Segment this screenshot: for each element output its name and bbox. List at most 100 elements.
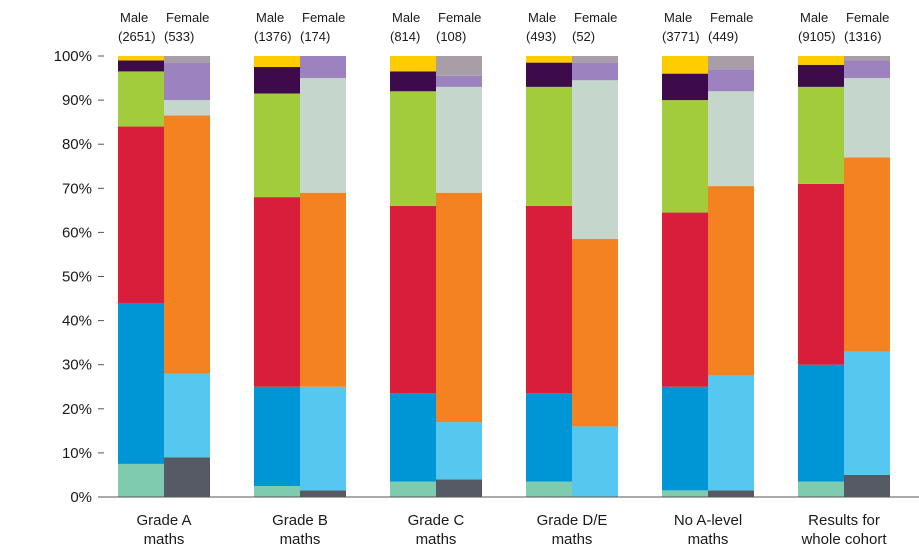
bar-segment bbox=[436, 86, 482, 193]
bar-segment bbox=[662, 73, 708, 101]
column-gender-label: Male bbox=[800, 10, 828, 25]
column-count-label: (3771) bbox=[662, 29, 700, 44]
column-count-label: (493) bbox=[526, 29, 556, 44]
bar-segment bbox=[572, 426, 618, 497]
y-tick-label: 70% bbox=[62, 180, 92, 197]
bar-segment bbox=[164, 457, 210, 497]
bar-segment bbox=[254, 197, 300, 387]
bar-segment bbox=[254, 56, 300, 68]
bar-segment bbox=[798, 64, 844, 87]
column-count-label: (449) bbox=[708, 29, 738, 44]
bar-area bbox=[118, 56, 890, 497]
bar-segment bbox=[300, 56, 346, 79]
bar-segment bbox=[300, 192, 346, 387]
category-label: Grade D/E bbox=[537, 512, 608, 529]
bar-segment bbox=[300, 490, 346, 497]
bar-segment bbox=[844, 474, 890, 497]
bar-segment bbox=[164, 62, 210, 101]
column-gender-label: Male bbox=[256, 10, 284, 25]
bar-segment bbox=[118, 126, 164, 303]
bar-segment bbox=[798, 481, 844, 497]
bar-segment bbox=[526, 86, 572, 206]
bar-segment bbox=[526, 205, 572, 394]
y-tick-label: 60% bbox=[62, 224, 92, 241]
category-label: Grade B bbox=[272, 512, 328, 529]
y-tick-label: 100% bbox=[54, 48, 92, 65]
bar-segment bbox=[390, 91, 436, 206]
category-label: Grade C bbox=[408, 512, 465, 529]
column-count-label: (2651) bbox=[118, 29, 156, 44]
column-gender-label: Male bbox=[664, 10, 692, 25]
category-label: Grade A bbox=[136, 512, 191, 529]
bar-segment bbox=[798, 364, 844, 482]
column-gender-label: Female bbox=[438, 10, 481, 25]
y-axis-ticks: 0% 10% 20% 30% 40% 50% 60% 70% 80% 90% 100% bbox=[54, 48, 104, 506]
bar-segment bbox=[390, 393, 436, 482]
column-count-label: (52) bbox=[572, 29, 595, 44]
bar-segment bbox=[572, 80, 618, 240]
bar-segment bbox=[390, 205, 436, 394]
bar-segment bbox=[708, 91, 754, 187]
bar-segment bbox=[436, 192, 482, 423]
bar-segment bbox=[526, 62, 572, 87]
column-count-label: (9105) bbox=[798, 29, 836, 44]
bar-segment bbox=[254, 67, 300, 94]
bar-segment bbox=[662, 100, 708, 213]
column-count-label: (533) bbox=[164, 29, 194, 44]
y-tick-label: 40% bbox=[62, 313, 92, 330]
bar-segment bbox=[572, 62, 618, 81]
bar-segment bbox=[118, 71, 164, 127]
category-label: maths bbox=[144, 531, 185, 548]
bar-segment bbox=[844, 60, 890, 79]
bar-segment bbox=[844, 351, 890, 475]
column-count-label: (174) bbox=[300, 29, 330, 44]
category-label: maths bbox=[416, 531, 457, 548]
bar-segment bbox=[844, 56, 890, 61]
bar-segment bbox=[300, 78, 346, 193]
bar-segment bbox=[118, 60, 164, 72]
column-count-label: (108) bbox=[436, 29, 466, 44]
bar-segment bbox=[708, 375, 754, 491]
column-gender-label: Male bbox=[528, 10, 556, 25]
column-gender-label: Female bbox=[302, 10, 345, 25]
y-tick-label: 50% bbox=[62, 269, 92, 286]
bar-segment bbox=[708, 56, 754, 70]
bar-segment bbox=[118, 302, 164, 464]
y-tick-label: 90% bbox=[62, 92, 92, 109]
y-tick-label: 30% bbox=[62, 357, 92, 374]
column-gender-label: Female bbox=[166, 10, 209, 25]
bar-segment bbox=[390, 71, 436, 92]
bar-segment bbox=[798, 56, 844, 65]
column-gender-label: Male bbox=[392, 10, 420, 25]
column-gender-label: Female bbox=[710, 10, 753, 25]
bar-segment bbox=[300, 386, 346, 491]
bar-segment bbox=[164, 373, 210, 458]
column-count-label: (814) bbox=[390, 29, 420, 44]
column-count-label: (1376) bbox=[254, 29, 292, 44]
y-tick-label: 20% bbox=[62, 401, 92, 418]
category-label: whole cohort bbox=[800, 531, 887, 548]
bar-segment bbox=[526, 56, 572, 63]
bar-segment bbox=[254, 386, 300, 486]
y-tick-label: 10% bbox=[62, 445, 92, 462]
bar-segment bbox=[798, 86, 844, 184]
category-labels: Grade A maths Grade B maths Grade C maths Grad… bbox=[136, 512, 887, 548]
y-tick-label: 80% bbox=[62, 136, 92, 153]
bar-segment bbox=[662, 490, 708, 497]
column-labels: Male (2651) Female (533) Male (1376) Female (17… bbox=[118, 10, 889, 44]
bar-segment bbox=[844, 157, 890, 352]
bar-segment bbox=[526, 481, 572, 497]
bar-segment bbox=[436, 422, 482, 480]
bar-segment bbox=[662, 56, 708, 74]
bar-segment bbox=[436, 75, 482, 87]
bar-segment bbox=[572, 56, 618, 63]
bar-segment bbox=[572, 239, 618, 427]
bar-segment bbox=[254, 485, 300, 497]
bar-segment bbox=[254, 93, 300, 198]
bar-segment bbox=[662, 212, 708, 387]
bar-segment bbox=[798, 183, 844, 365]
category-label: maths bbox=[552, 531, 593, 548]
bar-segment bbox=[662, 386, 708, 491]
y-tick-label: 0% bbox=[70, 489, 92, 506]
